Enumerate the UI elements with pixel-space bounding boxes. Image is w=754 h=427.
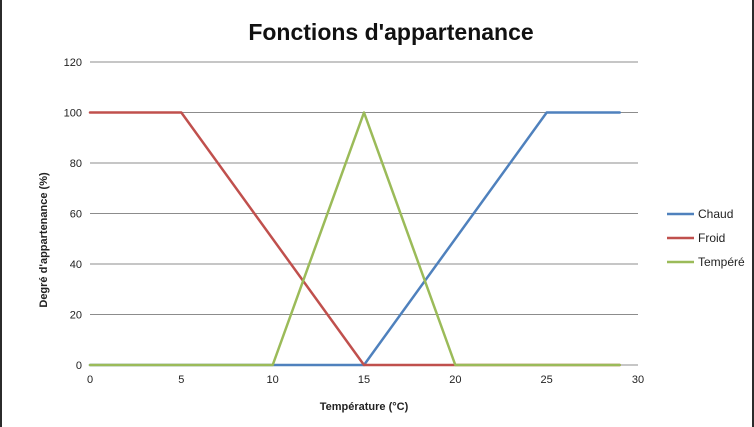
y-tick-label: 60 (70, 209, 82, 221)
y-axis-title: Degré d'appartenance (%) (38, 172, 50, 308)
legend: Chaud Froid Tempéré (667, 207, 745, 269)
x-tick-label: 0 (87, 374, 93, 386)
series-line-tempere (88, 111, 621, 367)
x-tick-label: 30 (632, 374, 644, 386)
y-tick-label: 100 (64, 108, 82, 120)
y-tick-label: 20 (70, 310, 82, 322)
x-tick-label: 5 (178, 374, 184, 386)
grid-layer (90, 61, 638, 315)
chart-title: Fonctions d'appartenance (248, 19, 533, 45)
series-line-froid (88, 111, 621, 367)
legend-label-chaud: Chaud (698, 207, 733, 221)
y-tick-label: 40 (70, 259, 82, 271)
x-tick-label: 20 (449, 374, 461, 386)
legend-label-tempere: Tempéré (698, 255, 745, 269)
y-tick-label: 80 (70, 158, 82, 170)
series-line-chaud (88, 111, 621, 367)
y-tick-label: 120 (64, 57, 82, 69)
legend-label-froid: Froid (698, 231, 725, 245)
axis-layer: 0 20 40 60 80 100 120 0 5 10 15 20 25 30 (64, 57, 644, 386)
x-axis-title: Température (°C) (320, 401, 409, 413)
x-tick-label: 10 (267, 374, 279, 386)
x-tick-label: 25 (541, 374, 553, 386)
x-tick-label: 15 (358, 374, 370, 386)
series-layer (88, 111, 621, 367)
y-tick-label: 0 (76, 360, 82, 372)
